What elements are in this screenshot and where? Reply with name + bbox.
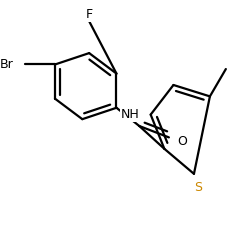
Text: NH: NH [121,108,140,121]
Text: O: O [178,135,188,148]
Text: Br: Br [0,58,14,71]
Text: S: S [195,181,203,194]
Text: F: F [86,8,93,21]
